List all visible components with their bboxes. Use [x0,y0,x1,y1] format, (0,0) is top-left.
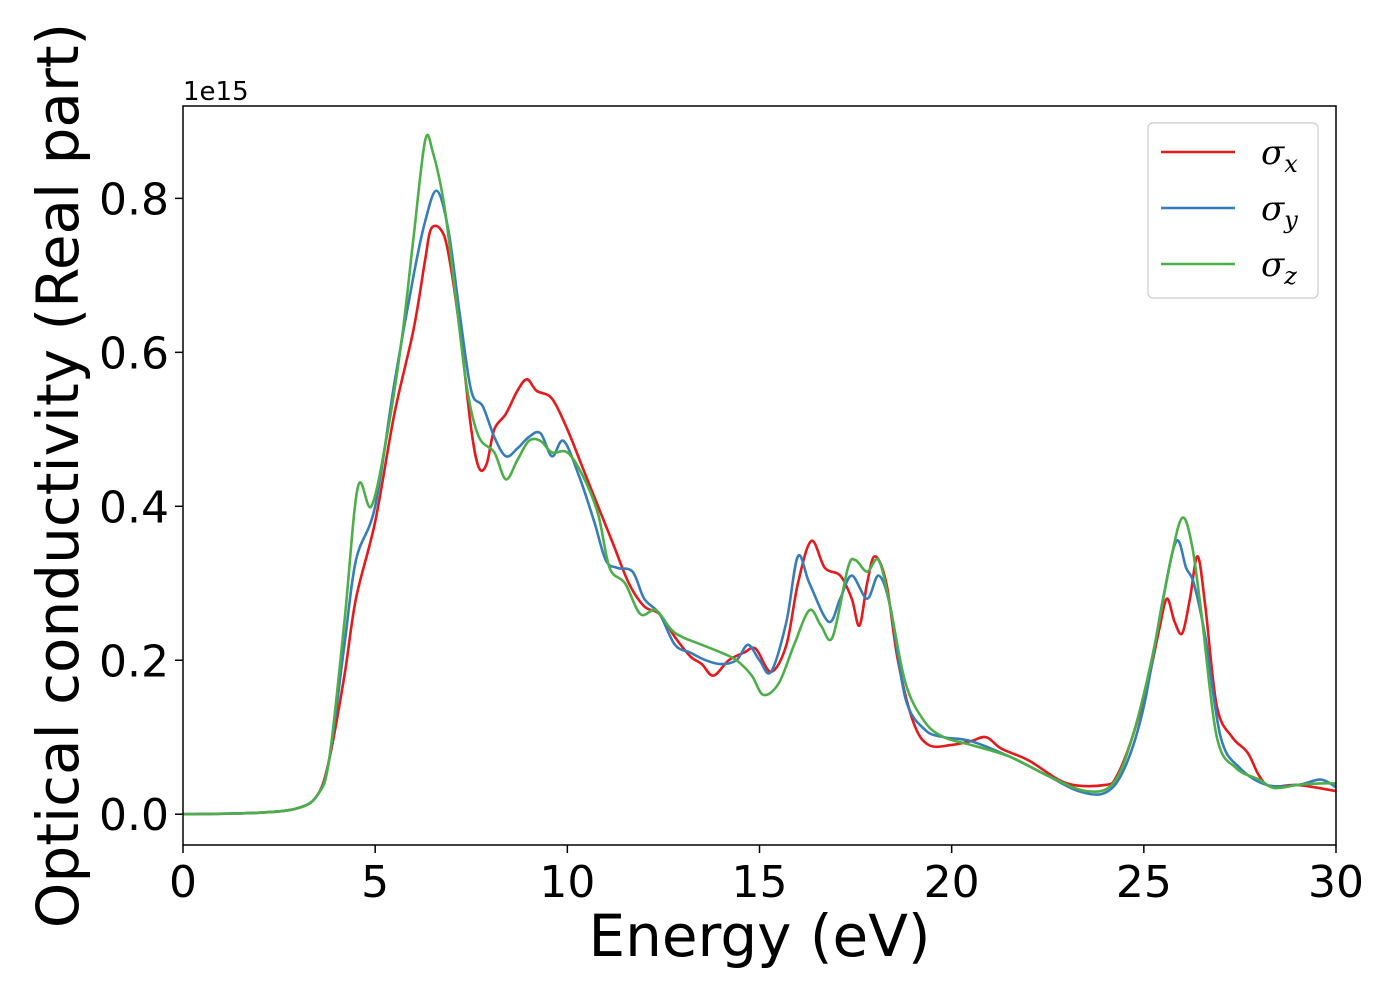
x-tick-label: 25 [1116,857,1172,908]
legend-label-x: σx [1261,133,1298,178]
series-layer [183,133,1336,816]
y-tick-label: 0.6 [99,328,169,379]
y-tick-label: 0.4 [99,482,169,533]
y-tick-label: 0.0 [99,790,169,841]
series-line-z [183,133,1336,816]
legend: σx σy σz [1147,122,1319,299]
y-tick-label: 0.8 [99,174,169,225]
x-tick-label: 15 [732,857,788,908]
x-tick-label: 10 [539,857,595,908]
y-axis-label: Optical conductivity (Real part) [24,23,92,928]
x-tick-label: 30 [1308,857,1364,908]
x-tick-label: 0 [169,857,197,908]
legend-label-y: σy [1261,189,1298,234]
x-tick-label: 5 [361,857,389,908]
x-tick-label: 20 [924,857,980,908]
series-line-x [183,224,1336,816]
legend-box [1147,122,1319,299]
y-tick-label: 0.2 [99,636,169,687]
y-offset-label: 1e15 [183,77,249,107]
x-axis-label: Energy (eV) [588,902,930,970]
ticks-layer: 0 5 10 15 20 25 30 0.0 0.2 0.4 0.6 0.8 [99,174,1364,908]
legend-label-z: σz [1261,245,1297,290]
series-line-y [183,189,1336,816]
